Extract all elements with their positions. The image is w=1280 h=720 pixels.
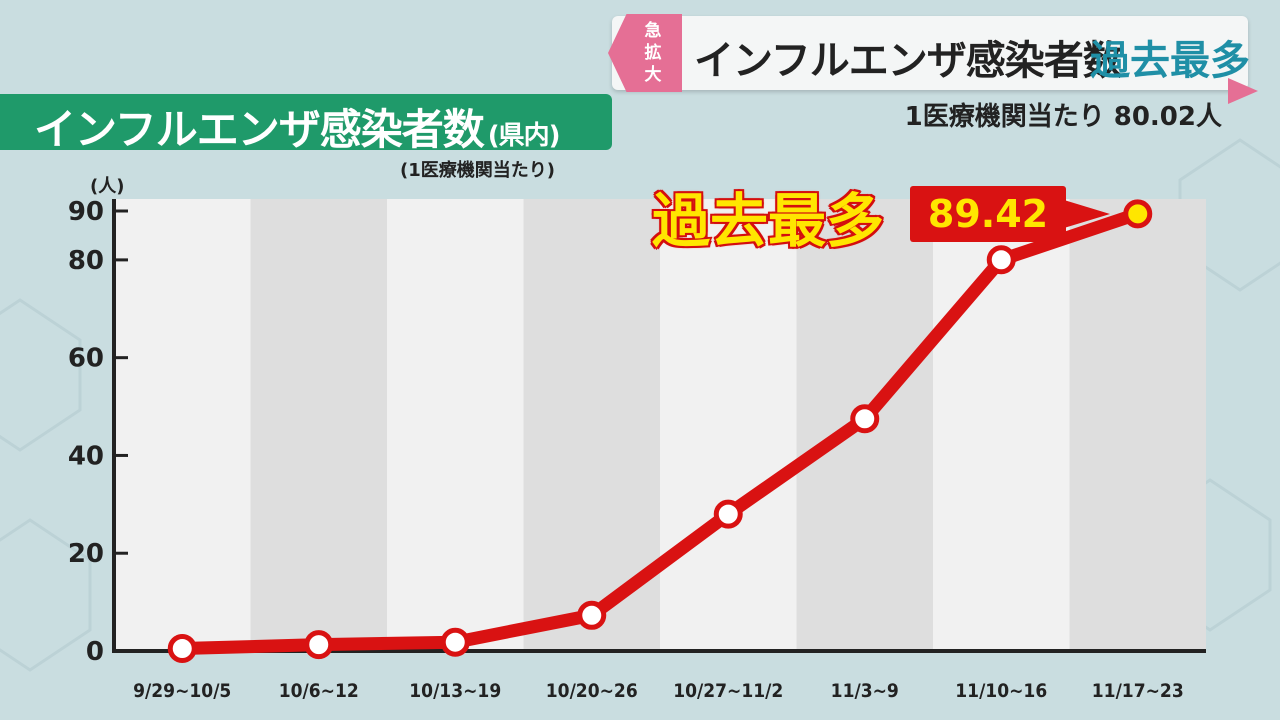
category-band bbox=[660, 199, 797, 651]
data-point bbox=[577, 600, 607, 630]
x-tick-label: 10/20~26 bbox=[546, 680, 638, 702]
data-point bbox=[713, 499, 743, 529]
series-line bbox=[175, 207, 1145, 656]
x-tick-label: 10/27~11/2 bbox=[673, 680, 783, 702]
x-tick-label: 9/29~10/5 bbox=[133, 680, 231, 702]
data-point bbox=[850, 404, 880, 434]
banner-highlight: 過去最多 bbox=[1090, 38, 1250, 84]
per-institution-note: (1医療機関当たり) bbox=[400, 160, 555, 181]
chart-title-bar: インフルエンザ感染者数 (県内) bbox=[0, 94, 612, 154]
chart-title-main: インフルエンザ感染者数 bbox=[34, 105, 485, 154]
category-band bbox=[250, 199, 387, 651]
y-tick-label: 0 bbox=[86, 637, 104, 667]
chart-title-suffix: (県内) bbox=[487, 121, 561, 151]
category-band bbox=[933, 199, 1070, 651]
x-tick-label: 10/13~19 bbox=[409, 680, 501, 702]
x-tick-label: 10/6~12 bbox=[279, 680, 359, 702]
badge-char-1: 急 bbox=[644, 21, 662, 41]
banner-subtitle: 1医療機関当たり 80.02人 bbox=[904, 102, 1222, 132]
banner-title: インフルエンザ感染者数 bbox=[694, 38, 1123, 84]
y-tick-label: 40 bbox=[68, 441, 104, 471]
peak-value: 89.42 bbox=[927, 192, 1049, 236]
x-tick-label: 11/10~16 bbox=[955, 680, 1047, 702]
peak-data-point bbox=[1123, 199, 1153, 229]
data-point bbox=[304, 630, 334, 660]
headline-banner bbox=[612, 16, 1248, 90]
peak-value-box: 89.42 bbox=[910, 186, 1066, 242]
y-tick-label: 90 bbox=[68, 197, 104, 227]
badge-char-3: 大 bbox=[644, 65, 662, 85]
data-point bbox=[440, 627, 470, 657]
data-point bbox=[167, 634, 197, 664]
category-band bbox=[114, 199, 251, 651]
chart-title: インフルエンザ感染者数 (県内) bbox=[34, 96, 561, 157]
x-tick-label: 11/17~23 bbox=[1092, 680, 1184, 702]
data-point bbox=[986, 245, 1016, 275]
y-tick-label: 60 bbox=[68, 344, 104, 374]
y-axis-unit: (人) bbox=[90, 176, 125, 197]
y-tick-label: 80 bbox=[68, 246, 104, 276]
y-tick-label: 20 bbox=[68, 539, 104, 569]
x-tick-label: 11/3~9 bbox=[831, 680, 899, 702]
category-band bbox=[1069, 199, 1206, 651]
badge-char-2: 拡 bbox=[644, 43, 662, 63]
peak-label: 過去最多 bbox=[650, 186, 885, 257]
category-band bbox=[387, 199, 524, 651]
